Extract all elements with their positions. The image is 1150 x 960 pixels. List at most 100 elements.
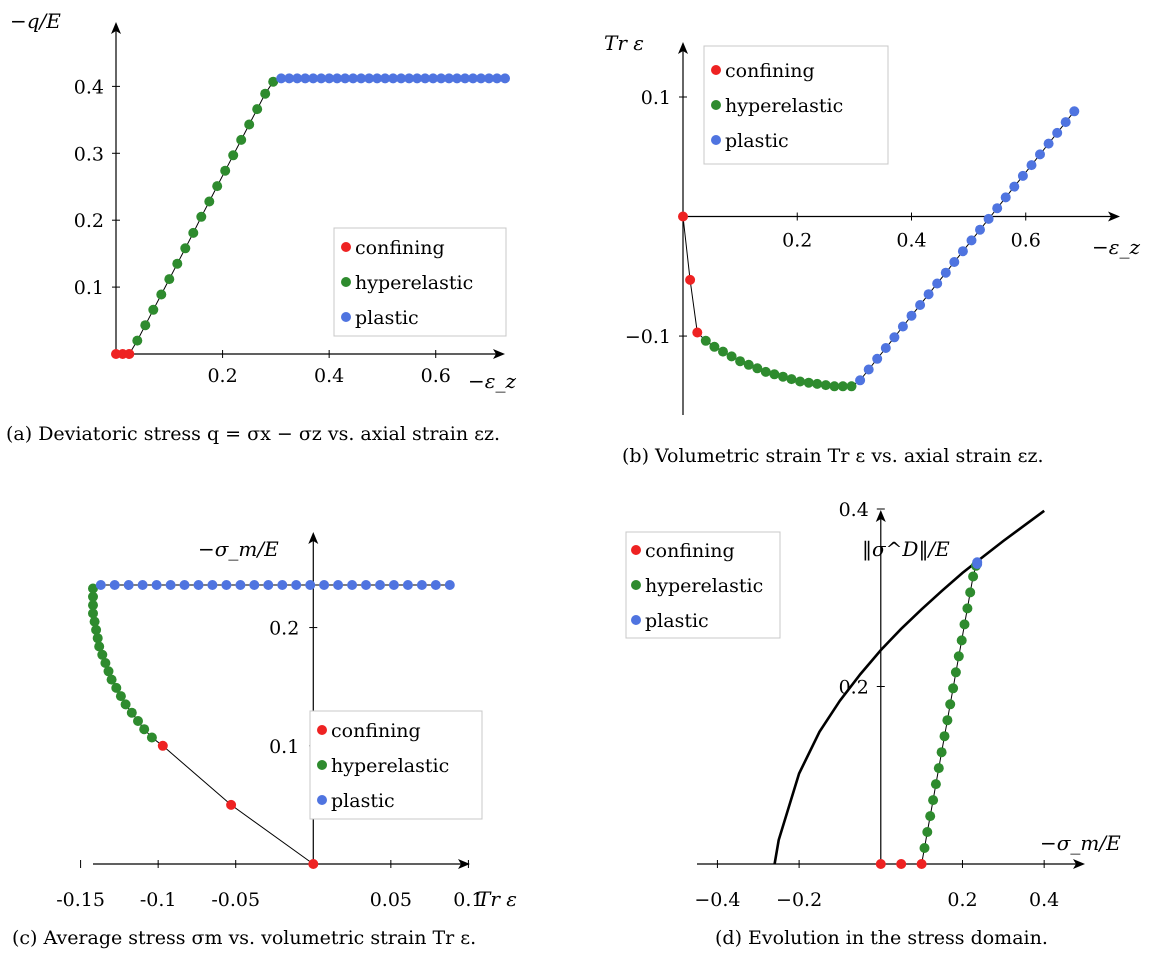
hyperelastic-point (950, 667, 961, 678)
y-axis-label: −σ_m/E (198, 537, 279, 561)
plastic-point (151, 580, 162, 590)
hyperelastic-point (968, 571, 979, 582)
plastic-point (347, 580, 358, 590)
plastic-point (444, 73, 454, 84)
plot-area-a: 0.2 0.4 0.6 0.1 0.2 0.3 0.4 −ε_z −q/E (10, 9, 516, 393)
plastic-point (484, 73, 494, 84)
legend-marker-confining (341, 242, 351, 252)
hyperelastic-point (252, 104, 263, 115)
plastic-point (277, 580, 288, 590)
plastic-point (372, 73, 383, 84)
plastic-point (221, 580, 232, 590)
y-axis-arrow (678, 42, 688, 54)
hyperelastic-point (795, 376, 806, 387)
hyperelastic-point (965, 587, 976, 598)
plastic-point (500, 73, 510, 84)
plastic-point (1060, 117, 1071, 128)
hyperelastic-point (180, 243, 191, 254)
plastic-point (460, 73, 470, 84)
plastic-point (1026, 160, 1037, 171)
plastic-point (492, 73, 502, 84)
hyperelastic-point (88, 583, 98, 594)
x-tick-label: 0.4 (1029, 889, 1059, 911)
y-tick-label: −0.1 (625, 326, 671, 348)
plastic-point (165, 580, 176, 590)
hyperelastic-point (930, 779, 941, 790)
plastic-point (915, 300, 926, 310)
plastic-point (319, 580, 330, 590)
chart-panel-c: -0.15 -0.1 -0.05 0.05 0.1 0.1 0.2 Tr ε −σ_m/E co… (12, 532, 517, 949)
legend-marker-plastic (317, 795, 327, 805)
hyperelastic-point (140, 320, 151, 331)
x-axis-label: −ε_z (1092, 235, 1140, 259)
x-tick-label: −0.2 (776, 889, 822, 911)
plastic-point (889, 332, 900, 343)
x-tick-label: 0.1 (453, 889, 483, 911)
x-tick-label: 0.2 (947, 889, 977, 911)
hyperelastic-point (97, 649, 108, 660)
plastic-point (949, 257, 960, 267)
hyperelastic-point (106, 674, 117, 685)
hyperelastic-point (88, 600, 98, 611)
plastic-point (444, 580, 455, 590)
hyperelastic-point (956, 635, 967, 646)
hyperelastic-point (820, 380, 831, 391)
hyperelastic-point (100, 658, 111, 668)
chart-panel-b: 0.2 0.4 0.6 −0.1 0.1 −ε_z Tr ε confining hyper… (604, 31, 1140, 467)
hyperelastic-point (204, 196, 215, 207)
plastic-point (193, 580, 204, 590)
plastic-point (123, 580, 134, 590)
legend-label-confining: confining (725, 60, 815, 82)
plastic-point (420, 73, 431, 84)
x-tick-label: 0.2 (207, 365, 237, 387)
legend-box (625, 531, 781, 639)
hyperelastic-point (172, 258, 183, 269)
plot-area-b: 0.2 0.4 0.6 −0.1 0.1 −ε_z Tr ε (604, 31, 1140, 415)
plastic-point (263, 580, 274, 590)
confining-point (678, 211, 688, 222)
plastic-point (332, 73, 343, 84)
hyperelastic-point (236, 134, 247, 145)
y-tick-label: 0.1 (74, 277, 104, 299)
confining-point (916, 859, 927, 869)
x-axis-label: Tr ε (477, 887, 517, 911)
caption-a: (a) Deviatoric stress q = σx − σz vs. ax… (6, 423, 500, 445)
legend-marker-confining (317, 725, 327, 735)
legend-label-confining: confining (355, 237, 445, 259)
plot-area-d: −0.4 −0.2 0.2 0.40.20.4−σ_m/E‖σ^D‖/E (694, 499, 1121, 911)
x-tick-label: 0.6 (1011, 230, 1041, 252)
plastic-point (975, 224, 985, 235)
y-axis-label: ‖σ^D‖/E (862, 537, 950, 562)
hyperelastic-point (164, 274, 175, 285)
hyperelastic-point (953, 651, 964, 662)
plastic-point (396, 73, 407, 84)
plastic-point (388, 73, 399, 84)
hyperelastic-point (812, 378, 823, 389)
legend-label-confining: confining (331, 720, 421, 742)
y-tick-label: 0.3 (74, 143, 104, 165)
hyperelastic-point (120, 699, 131, 710)
plastic-point (1009, 181, 1020, 192)
hyperelastic-point (936, 747, 947, 758)
hyperelastic-point (709, 341, 720, 352)
x-tick-label: −0.4 (694, 889, 740, 911)
hyperelastic-point (212, 181, 223, 192)
plastic-point (348, 73, 359, 84)
plastic-point (880, 343, 891, 353)
legend-marker-plastic (631, 615, 641, 625)
x-axis-arrow (1108, 211, 1120, 222)
hyperelastic-point (91, 624, 102, 635)
x-tick-label: 0.2 (782, 230, 812, 252)
plastic-point (468, 73, 478, 84)
caption-d: (d) Evolution in the stress domain. (715, 927, 1048, 949)
hyperelastic-point (132, 335, 143, 346)
legend-c: confining hyperelastic plastic (309, 710, 483, 820)
hyperelastic-point (962, 603, 973, 614)
x-tick-label: 0.4 (314, 365, 344, 387)
plastic-point (1000, 192, 1011, 203)
legend-label-plastic: plastic (331, 790, 395, 812)
y-tick-label: 0.2 (74, 210, 104, 232)
x-axis-label: −σ_m/E (1040, 831, 1121, 855)
confining-point (124, 349, 135, 359)
legend-label-confining: confining (645, 540, 735, 562)
